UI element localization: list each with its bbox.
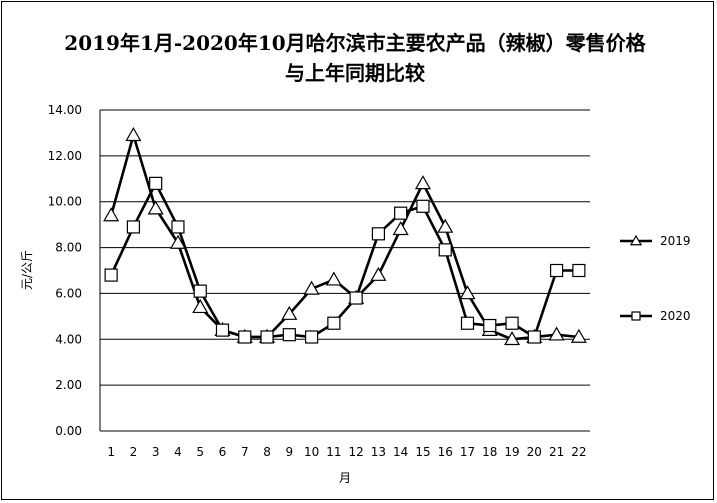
x-tick-label: 5 [196, 445, 204, 459]
y-tick-labels: 0.00 2.00 4.00 6.00 8.00 10.00 12.00 14.00 [48, 103, 82, 438]
x-tick-label: 9 [285, 445, 293, 459]
x-tick-label: 16 [438, 445, 453, 459]
square-marker [238, 330, 252, 344]
x-tick-label: 17 [460, 445, 475, 459]
x-tick-label: 3 [152, 445, 160, 459]
square-marker [631, 311, 641, 321]
x-tick-label: 18 [482, 445, 497, 459]
x-tick-label: 19 [504, 445, 519, 459]
triangle-marker [325, 271, 342, 286]
square-marker [149, 176, 163, 190]
y-tick-label: 14.00 [48, 103, 82, 117]
x-tick-label: 13 [371, 445, 386, 459]
series-line [109, 133, 579, 341]
x-tick-label: 14 [393, 445, 408, 459]
y-tick-label: 6.00 [55, 286, 82, 300]
triangle-marker [437, 218, 454, 233]
plot-series [103, 127, 587, 346]
square-marker [171, 220, 185, 234]
square-marker [416, 199, 430, 213]
triangle-marker [125, 127, 142, 142]
square-marker [483, 318, 497, 333]
square-marker [349, 291, 363, 305]
square-marker [572, 263, 586, 278]
triangle-marker [392, 221, 409, 236]
x-tick-label: 15 [415, 445, 430, 459]
x-tick-label: 6 [219, 445, 227, 459]
square-marker [394, 206, 408, 220]
legend-label: 2020 [660, 309, 691, 323]
triangle-marker [570, 328, 587, 343]
square-marker [282, 328, 296, 342]
triangle-marker [504, 331, 521, 346]
x-tick-label: 11 [326, 445, 341, 459]
triangle-marker [169, 234, 186, 249]
triangle-marker [147, 200, 164, 215]
triangle-marker [103, 207, 120, 222]
x-tick-label: 4 [174, 445, 182, 459]
legend-label: 2019 [660, 234, 691, 248]
square-marker [505, 316, 519, 330]
x-tick-labels: 1 2 3 4 5 6 7 8 9 10 11 12 13 14 15 16 17 18 19 20 21 22 [107, 445, 586, 459]
triangle-marker [303, 280, 320, 295]
y-tick-label: 12.00 [48, 149, 82, 163]
square-marker [527, 330, 541, 344]
y-tick-label: 0.00 [55, 424, 82, 438]
triangle-marker [192, 298, 209, 314]
y-tick-label: 10.00 [48, 195, 82, 209]
y-axis-label: 元/公斤 [20, 250, 34, 290]
square-marker [215, 323, 230, 337]
triangle-marker [548, 326, 565, 341]
gridlines [99, 109, 590, 432]
square-marker [104, 268, 118, 282]
legend: 2019 2020 [620, 234, 691, 323]
x-tick-label: 21 [549, 445, 564, 459]
x-tick-label: 7 [241, 445, 249, 459]
x-tick-label: 22 [571, 445, 586, 459]
square-marker [260, 330, 274, 344]
x-tick-label: 8 [263, 445, 271, 459]
square-marker [371, 227, 386, 241]
legend-item-2020: 2020 [620, 309, 691, 323]
y-tick-label: 8.00 [55, 241, 82, 255]
series-2020 [104, 176, 586, 344]
square-marker [460, 316, 475, 330]
y-tick-label: 4.00 [55, 332, 82, 346]
chart-title: 2019年1月-2020年10月哈尔滨市主要农产品（辣椒）零售价格与上年同期比较 [64, 31, 646, 85]
x-tick-label: 2 [130, 445, 138, 459]
triangle-marker [281, 305, 298, 320]
x-tick-label: 12 [348, 445, 363, 459]
x-tick-label: 10 [304, 445, 319, 459]
x-tick-label: 1 [107, 445, 115, 459]
square-marker [304, 330, 319, 344]
x-tick-label: 20 [527, 445, 542, 459]
square-marker [126, 220, 141, 234]
square-marker [438, 243, 452, 257]
series-line [109, 182, 579, 339]
legend-item-2019: 2019 [620, 234, 691, 248]
triangle-marker [414, 175, 431, 190]
x-axis-label: 月 [339, 471, 351, 485]
y-tick-label: 2.00 [55, 378, 82, 392]
triangle-marker [370, 266, 387, 281]
triangle-marker [629, 234, 643, 246]
square-marker [549, 263, 564, 278]
square-marker [327, 316, 341, 330]
triangle-marker [459, 285, 476, 300]
square-marker [193, 284, 207, 298]
